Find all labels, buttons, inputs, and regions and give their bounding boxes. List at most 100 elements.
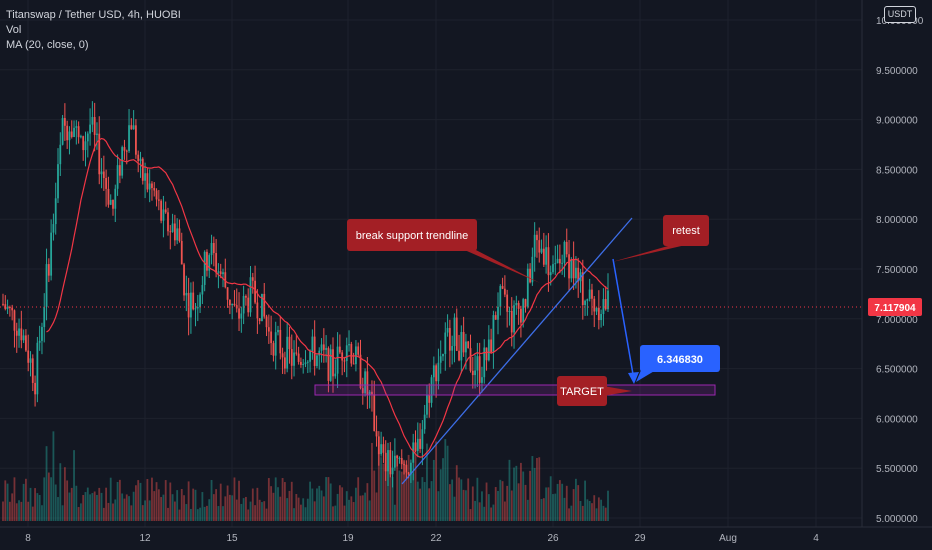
- candle-body: [334, 373, 337, 377]
- volume-bar: [313, 501, 316, 521]
- candle-body: [313, 336, 316, 366]
- candle-body: [448, 328, 451, 351]
- volume-bar: [329, 483, 332, 521]
- candle-body: [245, 296, 247, 298]
- volume-bar: [476, 477, 479, 521]
- volume-bar: [258, 499, 261, 521]
- volume-bar: [171, 494, 174, 521]
- volume-bar: [277, 487, 279, 521]
- volume-bar: [460, 479, 463, 521]
- candle-body: [513, 305, 515, 333]
- volume-bar: [206, 505, 208, 521]
- volume-bar: [577, 485, 580, 521]
- volume-bar: [499, 479, 502, 521]
- candle-body: [584, 300, 586, 306]
- candle-body: [416, 438, 419, 451]
- volume-bar: [371, 442, 373, 521]
- volume-bar: [121, 493, 124, 521]
- volume-bar: [297, 497, 300, 521]
- volume-bar: [146, 479, 149, 521]
- candle-body: [403, 464, 405, 466]
- volume-bar: [272, 492, 275, 521]
- volume-bar: [290, 481, 293, 521]
- x-tick-label-2: 15: [226, 533, 238, 544]
- candle-body: [290, 349, 293, 366]
- y-tick-label-4: 8.000000: [876, 215, 918, 226]
- candle-body: [591, 289, 593, 299]
- candle-body: [302, 364, 305, 366]
- volume-bar: [187, 481, 190, 521]
- volume-bar: [279, 496, 282, 521]
- volume-bar: [89, 494, 91, 521]
- candle-body: [52, 224, 55, 233]
- volume-bar: [256, 487, 259, 521]
- volume-bar: [400, 471, 403, 521]
- currency-button[interactable]: USDT: [884, 6, 916, 23]
- volume-bar: [153, 491, 156, 521]
- candle-body: [359, 354, 362, 389]
- candle-body: [476, 356, 479, 371]
- volume-bar: [222, 506, 224, 521]
- x-tick-label-7: Aug: [719, 533, 737, 544]
- volume-bar: [597, 497, 600, 521]
- volume-bar: [444, 439, 447, 521]
- volume-bar: [267, 478, 270, 521]
- volume-bar: [167, 507, 169, 521]
- volume-bar: [522, 471, 525, 521]
- volume-bar: [25, 478, 27, 521]
- volume-bar: [318, 485, 321, 521]
- candle-body: [412, 442, 415, 463]
- volume-bar: [503, 501, 506, 521]
- volume-bar: [22, 483, 25, 521]
- candle-body: [288, 336, 291, 350]
- candle-body: [455, 317, 458, 351]
- volume-bar: [201, 492, 204, 521]
- volume-bar: [398, 470, 401, 521]
- candle-body: [261, 293, 263, 322]
- volume-bar: [584, 480, 586, 521]
- y-tick-label-1: 9.500000: [876, 66, 918, 77]
- candle-body: [139, 158, 142, 161]
- volume-bar: [513, 467, 515, 521]
- volume-bar: [515, 465, 518, 521]
- x-tick-label-8: 4: [813, 533, 819, 544]
- volume-bar: [361, 495, 364, 521]
- volume-bar: [238, 480, 240, 521]
- volume-bar: [458, 477, 460, 521]
- volume-bar: [345, 491, 348, 521]
- target-callout-box: [557, 376, 607, 406]
- candle-body: [144, 173, 146, 181]
- candle-body: [164, 209, 167, 213]
- candle-body: [100, 171, 103, 175]
- volume-bar: [492, 504, 495, 521]
- volume-bar: [432, 459, 435, 521]
- volume-bar: [178, 509, 181, 521]
- volume-bar: [286, 498, 289, 521]
- candle-body: [329, 349, 332, 381]
- candle-body: [604, 299, 607, 310]
- y-tick-label-9: 5.500000: [876, 464, 918, 475]
- volume-bar: [98, 487, 101, 521]
- volume-bar: [451, 479, 454, 521]
- volume-bar: [542, 498, 545, 521]
- legend-title: Titanswap / Tether USD, 4h, HUOBI: [6, 9, 181, 21]
- candle-body: [256, 302, 259, 319]
- candle-body: [18, 328, 20, 336]
- candle-body: [341, 352, 344, 361]
- volume-bar: [430, 481, 433, 521]
- candle-body: [96, 133, 98, 135]
- candle-body: [432, 365, 435, 378]
- candle-body: [77, 126, 80, 138]
- volume-bar: [190, 508, 192, 521]
- volume-bar: [602, 505, 605, 521]
- candle-body: [128, 125, 130, 152]
- volume-bar: [304, 507, 307, 521]
- candle-body: [137, 154, 140, 161]
- volume-bar: [309, 481, 311, 521]
- volume-bar: [426, 443, 428, 521]
- y-tick-label-2: 9.000000: [876, 116, 918, 127]
- candle-body: [238, 308, 240, 319]
- candle-body: [368, 391, 371, 396]
- candle-body: [226, 287, 229, 300]
